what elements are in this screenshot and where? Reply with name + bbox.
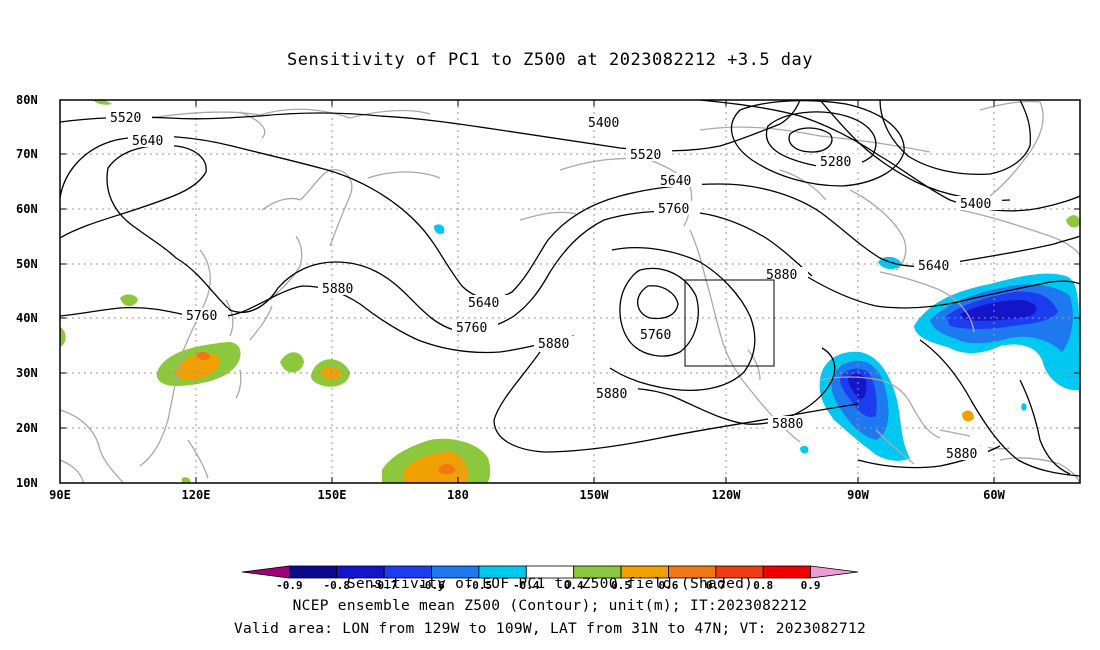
lon-label: 90E bbox=[49, 488, 71, 502]
caption-shading: Sensitivity of EOF PC1 to Z500 field (Sh… bbox=[346, 576, 754, 592]
lat-label: 30N bbox=[16, 366, 38, 380]
contour-label: 5880 bbox=[946, 447, 977, 462]
colorbar-label: -0.5 bbox=[466, 579, 493, 592]
contour-label: 5760 bbox=[658, 202, 689, 217]
colorbar-label: -0.6 bbox=[418, 579, 445, 592]
colorbar: -0.9 -0.8 -0.7 -0.6 -0.5 -0.4 0.4 0.5 0.6 0.7 0.8 0… bbox=[241, 565, 859, 592]
lat-label: 40N bbox=[16, 311, 38, 325]
lat-label: 50N bbox=[16, 257, 38, 271]
colorbar-label: 0.5 bbox=[611, 579, 631, 592]
caption-valid-area: Valid area: LON from 129W to 109W, LAT f… bbox=[233, 621, 867, 637]
caption-contour: NCEP ensemble mean Z500 (Contour); unit(… bbox=[292, 598, 808, 614]
contour-label: 5760 bbox=[640, 328, 671, 343]
lon-label: 150E bbox=[318, 488, 347, 502]
lat-label: 60N bbox=[16, 202, 38, 216]
colorbar-label: -0.7 bbox=[371, 579, 398, 592]
colorbar-label: 0.8 bbox=[753, 579, 773, 592]
contour-label: 5760 bbox=[456, 321, 487, 336]
contour-label: 5520 bbox=[630, 148, 661, 163]
contour-label: 5640 bbox=[468, 296, 499, 311]
longitude-labels: 90E 120E 150E 180 150W 120W 90W 60W bbox=[49, 488, 1005, 502]
contour-label: 5880 bbox=[772, 417, 803, 432]
lon-label: 180 bbox=[447, 488, 469, 502]
colorbar-label: 0.9 bbox=[801, 579, 821, 592]
lat-label: 20N bbox=[16, 421, 38, 435]
lon-label: 120W bbox=[712, 488, 742, 502]
contour-label: 5400 bbox=[588, 116, 619, 131]
valid-area-box bbox=[684, 279, 775, 367]
lon-label: 90W bbox=[847, 488, 869, 502]
lon-label: 150W bbox=[580, 488, 610, 502]
colorbar-label: 0.4 bbox=[564, 579, 584, 592]
tick-marks bbox=[60, 99, 1080, 484]
map-title: Sensitivity of PC1 to Z500 at 2023082212… bbox=[286, 50, 813, 70]
colorbar-label: -0.8 bbox=[324, 579, 351, 592]
lon-label: 120E bbox=[182, 488, 211, 502]
lat-label: 10N bbox=[16, 476, 38, 490]
latitude-labels: 80N 70N 60N 50N 40N 30N 20N 10N bbox=[16, 93, 38, 490]
lon-label: 60W bbox=[983, 488, 1005, 502]
contour-label: 5760 bbox=[186, 309, 217, 324]
contour-label: 5880 bbox=[538, 337, 569, 352]
contour-label: 5880 bbox=[596, 387, 627, 402]
colorbar-label: -0.4 bbox=[513, 579, 540, 592]
contour-label: 5400 bbox=[960, 197, 991, 212]
z500-contours bbox=[60, 100, 1080, 477]
contour-label: 5880 bbox=[322, 282, 353, 297]
contour-labels: 5520 5640 5400 5520 5640 5760 5280 5400 … bbox=[106, 110, 1002, 462]
colorbar-label: 0.6 bbox=[659, 579, 679, 592]
contour-label: 5880 bbox=[766, 268, 797, 283]
plot-frame bbox=[59, 99, 1081, 484]
lat-label: 80N bbox=[16, 93, 38, 107]
contour-label: 5640 bbox=[918, 259, 949, 274]
contour-label: 5640 bbox=[660, 174, 691, 189]
colorbar-label: 0.7 bbox=[706, 579, 726, 592]
colorbar-arrow-high bbox=[810, 565, 859, 579]
shaded-positive-regions bbox=[60, 100, 1080, 483]
contour-label: 5520 bbox=[110, 111, 141, 126]
colorbar-label: -0.9 bbox=[276, 579, 303, 592]
lat-label: 70N bbox=[16, 147, 38, 161]
contour-label: 5280 bbox=[820, 155, 851, 170]
plot-area bbox=[60, 100, 1080, 483]
contour-label: 5640 bbox=[132, 134, 163, 149]
